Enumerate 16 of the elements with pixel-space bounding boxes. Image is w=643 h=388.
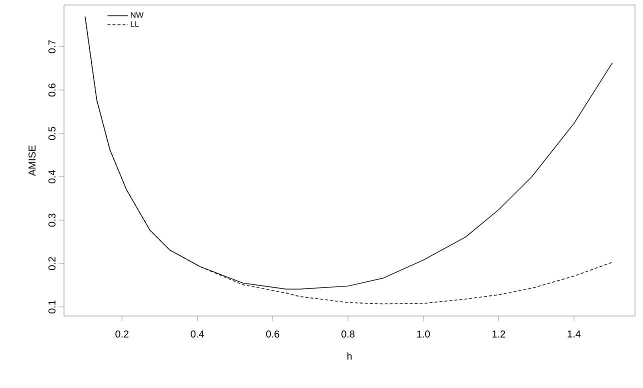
x-axis-title: h — [347, 352, 352, 360]
x-tick-label: 1.0 — [417, 330, 430, 338]
y-tick-label: 0.5 — [48, 126, 56, 140]
x-tick-label: 1.2 — [492, 330, 506, 338]
x-tick-label: 1.4 — [568, 330, 581, 338]
y-axis-title: AMISE — [28, 145, 36, 176]
y-tick-label: 0.4 — [48, 170, 56, 184]
y-tick-label: 0.7 — [48, 40, 56, 54]
y-tick-label: 0.1 — [48, 300, 56, 314]
y-tick-label: 0.2 — [48, 257, 56, 270]
y-tick-label: 0.6 — [48, 84, 56, 97]
x-tick-label: 0.8 — [341, 330, 354, 338]
x-tick-label: 0.6 — [266, 330, 280, 338]
y-tick-label: 0.3 — [48, 214, 56, 227]
x-tick-label: 0.4 — [190, 330, 204, 338]
x-tick-label: 0.2 — [115, 330, 128, 338]
